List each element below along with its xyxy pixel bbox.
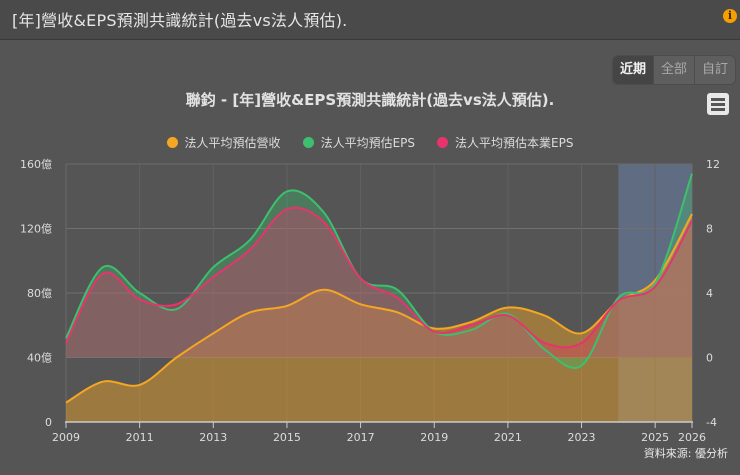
x-tick-label: 2026 [678, 431, 706, 444]
range-button-recent[interactable]: 近期 [613, 56, 654, 84]
x-tick-label: 2019 [420, 431, 448, 444]
series-line [65, 173, 693, 369]
y-left-tick-label: 160億 [20, 158, 52, 171]
legend-label: 法人平均預估營收 [184, 136, 281, 150]
x-tick-label: 2015 [273, 431, 301, 444]
series-area [66, 213, 692, 422]
x-tick-label: 2011 [126, 431, 154, 444]
legend-item-eps[interactable]: 法人平均預估EPS [302, 134, 415, 151]
series-area [66, 173, 692, 369]
x-tick-label: 2021 [494, 431, 522, 444]
range-button-all[interactable]: 全部 [653, 56, 694, 84]
x-tick-label: 2009 [52, 431, 80, 444]
y-right-tick-label: 12 [706, 158, 720, 171]
panel-header: [年]營收&EPS預測共識統計(過去vs法人預估). i [0, 0, 740, 40]
forecast-band [618, 164, 692, 422]
data-source-credit: 資料來源: 優分析 [643, 447, 728, 460]
x-tick-label: 2023 [568, 431, 596, 444]
x-tick-label: 2017 [347, 431, 375, 444]
legend-label: 法人平均預估本業EPS [455, 136, 574, 150]
range-selector: 近期 全部 自訂 [612, 55, 737, 85]
y-left-tick-label: 40億 [27, 352, 52, 365]
legend-dot-icon [437, 137, 448, 148]
range-button-custom[interactable]: 自訂 [694, 56, 735, 84]
series-line [65, 206, 693, 349]
legend-label: 法人平均預估EPS [320, 136, 415, 150]
x-tick-label: 2025 [641, 431, 669, 444]
chart-legend: 法人平均預估營收 法人平均預估EPS 法人平均預估本業EPS [0, 134, 740, 151]
info-icon[interactable]: i [723, 9, 737, 23]
legend-dot-icon [302, 137, 314, 148]
panel-title: [年]營收&EPS預測共識統計(過去vs法人預估). [12, 11, 348, 30]
legend-dot-icon [166, 137, 178, 148]
y-right-tick-label: -4 [706, 416, 717, 429]
x-tick-label: 2013 [199, 431, 227, 444]
series-area [66, 207, 692, 358]
chart-title: 聯鈞 - [年]營收&EPS預測共識統計(過去vs法人預估). [185, 91, 555, 109]
y-right-tick-label: 8 [706, 223, 713, 236]
legend-item-core-eps[interactable]: 法人平均預估本業EPS [437, 134, 573, 151]
legend-item-revenue[interactable]: 法人平均預估營收 [166, 134, 281, 151]
hamburger-menu-icon[interactable] [707, 93, 729, 115]
y-right-tick-label: 0 [706, 352, 713, 365]
y-left-tick-label: 0 [45, 416, 52, 429]
series-line [65, 213, 693, 404]
y-right-tick-label: 4 [706, 287, 713, 300]
y-left-tick-label: 80億 [27, 287, 52, 300]
y-left-tick-label: 120億 [20, 223, 52, 236]
